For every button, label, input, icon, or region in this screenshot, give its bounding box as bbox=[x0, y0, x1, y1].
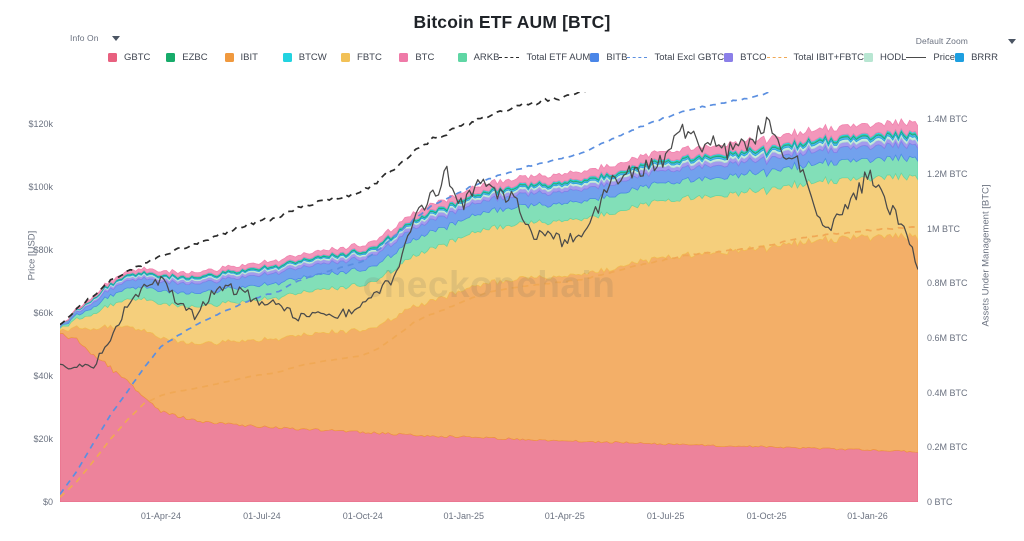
x-axis-tick: 01-Jan-26 bbox=[847, 511, 888, 521]
legend-swatch-icon bbox=[864, 53, 873, 62]
y-axis-right-title: Assets Under Management [BTC] bbox=[980, 184, 992, 327]
y-axis-left-title: Price [USD] bbox=[26, 230, 38, 281]
legend-item-btcw[interactable]: BTCW bbox=[282, 50, 341, 65]
legend-swatch-icon bbox=[724, 53, 734, 62]
x-axis-tick: 01-Jan-25 bbox=[443, 511, 485, 521]
legend-item-label: ARKB bbox=[473, 52, 500, 63]
x-axis-tick: 01-Jul-25 bbox=[646, 511, 685, 521]
zoom-preset-label: Default Zoom bbox=[915, 36, 968, 46]
overlay-line-total-excl-gbtc bbox=[60, 92, 772, 495]
stacked-area-chart bbox=[60, 92, 918, 502]
x-axis-tick: 01-Jul-24 bbox=[243, 511, 281, 521]
y-axis-left-tick: $40k bbox=[33, 370, 53, 381]
x-axis-tick: 01-Apr-25 bbox=[544, 511, 585, 521]
legend-item-arkb[interactable]: ARKB bbox=[457, 50, 500, 65]
page-title: Bitcoin ETF AUM [BTC] bbox=[413, 12, 611, 32]
x-axis-tick: 01-Apr-24 bbox=[140, 511, 181, 521]
y-axis-left-tick: $80k bbox=[33, 244, 53, 255]
legend-item-label: BTCO bbox=[740, 52, 767, 63]
y-axis-right-tick: 1.4M BTC bbox=[927, 114, 968, 125]
legend-item-total-etf-aum[interactable]: Total ETF AUM bbox=[499, 50, 590, 65]
legend-swatch-icon bbox=[224, 53, 234, 62]
y-axis-left-tick: $20k bbox=[33, 433, 53, 444]
legend-item-fbtc[interactable]: FBTC bbox=[341, 50, 399, 65]
legend-swatch-icon bbox=[399, 53, 409, 62]
overlay-line-total-etf-aum bbox=[60, 92, 586, 326]
legend-dashed-line-icon bbox=[766, 57, 787, 58]
info-toggle-label: Info On bbox=[70, 33, 99, 43]
legend-item-total-excl-gbtc[interactable]: Total Excl GBTC bbox=[627, 50, 724, 65]
legend-item-brrr[interactable]: BRRR bbox=[955, 50, 998, 65]
legend-item-label: HODL bbox=[880, 52, 907, 63]
legend-swatch-icon bbox=[457, 53, 467, 62]
legend-item-total-ibit-fbtc[interactable]: Total IBIT+FBTC bbox=[766, 50, 864, 65]
y-axis-left-tick: $0 bbox=[42, 497, 53, 507]
legend-item-label: BTCW bbox=[298, 52, 327, 63]
zoom-preset-dropdown[interactable]: Default Zoom bbox=[916, 36, 1016, 46]
legend-dashed-line-icon bbox=[627, 57, 648, 58]
legend-item-label: GBTC bbox=[124, 52, 151, 63]
chart-legend: GBTC EZBC IBIT BTCW FBTC BTC ARKB Total ETF AUM… bbox=[108, 50, 998, 65]
y-axis-right-tick: 0.2M BTC bbox=[927, 442, 968, 453]
y-axis-right-tick: 0.8M BTC bbox=[927, 278, 968, 289]
legend-item-label: BITB bbox=[606, 52, 628, 63]
legend-item-btco[interactable]: BTCO bbox=[724, 50, 767, 65]
legend-swatch-icon bbox=[590, 53, 600, 62]
price-line bbox=[60, 116, 918, 370]
legend-line-icon bbox=[906, 57, 927, 58]
y-axis-left-tick: $60k bbox=[33, 307, 53, 318]
plot-area[interactable]: checkonchain $0$20k$40k$60k$80k$100k$120… bbox=[28, 92, 968, 521]
legend-item-label: BRRR bbox=[971, 52, 998, 63]
legend-dashed-line-icon bbox=[499, 57, 520, 58]
legend-swatch-icon bbox=[955, 53, 965, 62]
legend-item-bitb[interactable]: BITB bbox=[590, 50, 627, 65]
legend-item-ibit[interactable]: IBIT bbox=[224, 50, 283, 65]
legend-swatch-icon bbox=[166, 53, 176, 62]
y-axis-right-tick: 1.2M BTC bbox=[927, 169, 968, 179]
info-toggle-dropdown[interactable]: Info On bbox=[70, 33, 120, 43]
legend-item-btc[interactable]: BTC bbox=[399, 50, 457, 65]
x-axis-tick: 01-Oct-24 bbox=[342, 511, 383, 521]
legend-swatch-icon bbox=[282, 53, 292, 62]
legend-item-gbtc[interactable]: GBTC bbox=[108, 50, 166, 65]
legend-item-label: EZBC bbox=[182, 52, 208, 63]
y-axis-right-tick: 0 BTC bbox=[927, 497, 953, 507]
y-axis-left-tick: $120k bbox=[28, 118, 53, 129]
y-axis-right-tick: 1M BTC bbox=[927, 223, 961, 234]
legend-swatch-icon bbox=[108, 53, 117, 62]
overlay-line-total-ibit-fbtc bbox=[60, 226, 918, 498]
legend-item-label: FBTC bbox=[357, 52, 382, 63]
legend-item-label: IBIT bbox=[240, 52, 258, 63]
y-axis-right-tick: 0.4M BTC bbox=[927, 387, 968, 398]
area-band-btc bbox=[60, 118, 918, 327]
legend-item-ezbc[interactable]: EZBC bbox=[166, 50, 224, 65]
chevron-down-icon bbox=[1008, 38, 1016, 44]
legend-item-label: Total ETF AUM bbox=[526, 52, 591, 63]
x-axis-tick: 01-Oct-25 bbox=[746, 511, 787, 521]
legend-item-label: Price bbox=[933, 52, 956, 63]
legend-item-label: Total IBIT+FBTC bbox=[793, 52, 864, 63]
legend-item-hodl[interactable]: HODL bbox=[864, 50, 906, 65]
legend-item-label: BTC bbox=[415, 52, 435, 63]
legend-swatch-icon bbox=[341, 53, 351, 62]
y-axis-left-tick: $100k bbox=[28, 181, 53, 192]
y-axis-right-tick: 0.6M BTC bbox=[927, 333, 968, 343]
legend-item-label: Total Excl GBTC bbox=[654, 52, 725, 63]
chevron-down-icon bbox=[111, 35, 120, 41]
legend-item-price[interactable]: Price bbox=[906, 50, 955, 65]
